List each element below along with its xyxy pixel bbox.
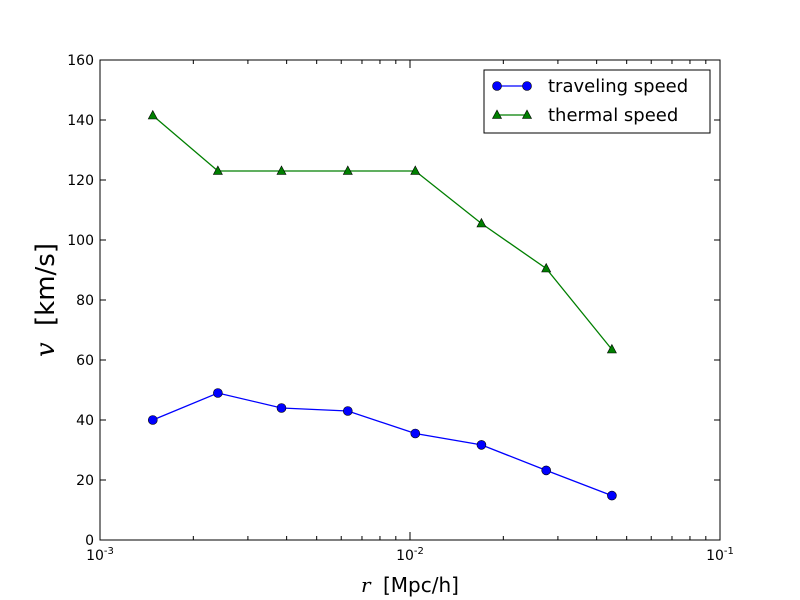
legend-box	[483, 69, 711, 134]
thermal-speed-point	[541, 262, 552, 273]
legend-label-traveling: traveling speed	[548, 76, 688, 97]
tick-layer: 0 20 40 60 80 100 120 140 160 10-3 10-2 10-1	[67, 53, 734, 564]
thermal-speed-point	[276, 165, 287, 175]
traveling-speed-point	[147, 415, 158, 425]
y-tick-label: 120	[67, 173, 94, 189]
thermal-speed-point	[342, 165, 353, 175]
traveling-speed-point	[342, 406, 353, 416]
thermal-speed-point	[476, 217, 487, 228]
x-axis-label: r [Mpc/h]	[361, 573, 459, 597]
legend-label-thermal: thermal speed	[548, 105, 678, 126]
legend-marker-thermal	[492, 109, 502, 119]
traveling-speed-point	[476, 440, 487, 450]
y-tick-label: 80	[76, 293, 94, 309]
plot-frame	[99, 59, 721, 541]
traveling-speed-point	[276, 403, 287, 413]
x-tick-label: 10-3	[86, 546, 114, 564]
y-axis-unit: [km/s]	[31, 243, 61, 326]
thermal-speed-point	[212, 165, 223, 175]
y-tick-label: 0	[85, 533, 94, 549]
y-tick-label: 140	[67, 113, 94, 129]
y-tick-label: 100	[67, 233, 94, 249]
thermal-speed-line	[152, 115, 613, 350]
traveling-speed-point	[541, 465, 551, 476]
y-tick-label: 160	[67, 53, 94, 69]
traveling-speed-point	[410, 428, 421, 439]
plot-background	[100, 60, 720, 540]
legend-marker-traveling-end	[522, 81, 532, 91]
legend: traveling speed thermal speed	[483, 69, 711, 134]
legend-marker-thermal-end	[522, 109, 532, 119]
legend-marker-traveling	[492, 81, 502, 91]
traveling-speed-point	[213, 388, 223, 398]
x-tick-label: 10-1	[706, 546, 734, 564]
thermal-speed-point	[410, 165, 421, 175]
series-layer	[147, 109, 617, 501]
x-axis-var: r	[361, 573, 372, 597]
y-tick-label: 20	[76, 473, 94, 489]
thermal-speed-point	[606, 343, 617, 354]
y-tick-label: 60	[76, 353, 94, 369]
y-tick-label: 40	[76, 413, 94, 429]
y-axis-var: v	[31, 342, 61, 357]
traveling-speed-point	[607, 490, 617, 501]
x-tick-label: 10-2	[396, 546, 424, 564]
x-axis-unit: [Mpc/h]	[383, 573, 459, 597]
y-axis-label: v [km/s]	[31, 243, 61, 357]
traveling-speed-line	[152, 392, 613, 497]
thermal-speed-point	[147, 109, 158, 120]
